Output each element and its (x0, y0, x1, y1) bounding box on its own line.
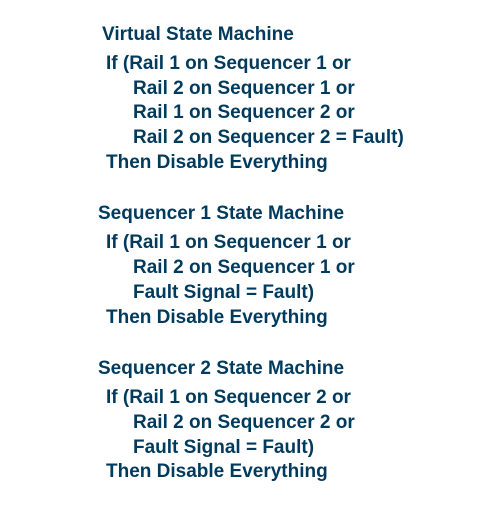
seq1-block: Sequencer 1 State Machine If (Rail 1 on … (98, 203, 501, 330)
seq1-cond-2: Fault Signal = Fault) (133, 281, 501, 306)
seq1-cond-1: Rail 2 on Sequencer 1 or (133, 256, 501, 281)
seq2-then: Then Disable Everything (106, 460, 501, 485)
seq2-block: Sequencer 2 State Machine If (Rail 1 on … (98, 358, 501, 485)
seq1-logic: If (Rail 1 on Sequencer 1 or Rail 2 on S… (106, 231, 501, 330)
vsm-logic: If (Rail 1 on Sequencer 1 or Rail 2 on S… (106, 52, 501, 175)
seq2-title: Sequencer 2 State Machine (98, 358, 501, 380)
seq2-if: If (Rail 1 on Sequencer 2 or (106, 386, 501, 411)
vsm-title: Virtual State Machine (102, 24, 501, 46)
seq2-cond-2: Fault Signal = Fault) (133, 436, 501, 461)
vsm-cond-2: Rail 1 on Sequencer 2 or (133, 101, 501, 126)
seq1-title: Sequencer 1 State Machine (98, 203, 501, 225)
vsm-cond-1: Rail 2 on Sequencer 1 or (133, 77, 501, 102)
vsm-cond-3: Rail 2 on Sequencer 2 = Fault) (133, 126, 501, 151)
vsm-then: Then Disable Everything (106, 151, 501, 176)
vsm-block: Virtual State Machine If (Rail 1 on Sequ… (98, 24, 501, 175)
seq2-cond-1: Rail 2 on Sequencer 2 or (133, 411, 501, 436)
seq2-logic: If (Rail 1 on Sequencer 2 or Rail 2 on S… (106, 386, 501, 485)
vsm-if: If (Rail 1 on Sequencer 1 or (106, 52, 501, 77)
seq1-if: If (Rail 1 on Sequencer 1 or (106, 231, 501, 256)
seq1-then: Then Disable Everything (106, 306, 501, 331)
